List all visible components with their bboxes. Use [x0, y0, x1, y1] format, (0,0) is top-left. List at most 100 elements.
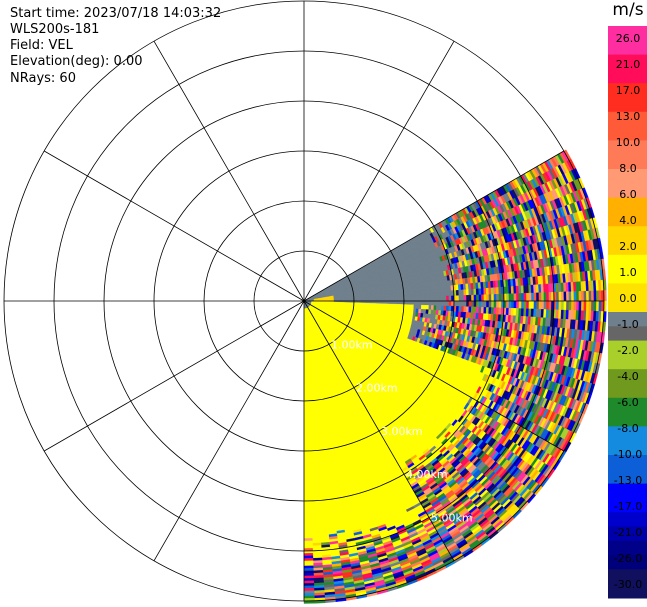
velocity-cell: [408, 304, 412, 309]
velocity-cell: [533, 300, 537, 310]
velocity-cell: [538, 292, 542, 302]
velocity-cell: [406, 293, 410, 298]
velocity-cell: [408, 300, 412, 306]
velocity-cell: [416, 296, 420, 302]
velocity-cell: [511, 300, 515, 309]
velocity-cell: [581, 300, 585, 312]
velocity-cell: [413, 300, 417, 306]
velocity-cell: [563, 291, 567, 302]
velocity-cell: [468, 295, 472, 302]
velocity-cell: [423, 300, 427, 306]
velocity-cell: [411, 300, 415, 305]
velocity-cell: [466, 300, 470, 308]
velocity-cell: [506, 300, 510, 309]
velocity-cell: [441, 295, 445, 302]
velocity-cell: [443, 305, 447, 312]
velocity-cell: [430, 305, 435, 311]
velocity-cell: [513, 293, 517, 302]
velocity-cell: [531, 292, 535, 302]
velocity-cell: [393, 294, 397, 299]
velocity-cell: [391, 297, 395, 302]
velocity-cell: [513, 300, 517, 309]
velocity-cell: [566, 291, 570, 302]
velocity-cell: [431, 296, 435, 302]
velocity-cell: [558, 291, 562, 302]
velocity-cell: [593, 290, 597, 302]
velocity-cell: [415, 292, 420, 298]
velocity-cell: [473, 300, 477, 308]
velocity-cell: [496, 293, 500, 302]
velocity-cells: [303, 149, 607, 604]
velocity-cell: [383, 300, 387, 305]
velocity-cell: [561, 291, 565, 302]
velocity-cell: [386, 303, 390, 308]
velocity-cell: [481, 294, 485, 302]
velocity-cell: [443, 290, 447, 297]
velocity-cell: [568, 300, 572, 311]
velocity-cell: [368, 296, 372, 299]
velocity-cell: [528, 300, 532, 310]
velocity-cell: [433, 305, 437, 311]
velocity-cell: [388, 303, 392, 308]
velocity-cell: [508, 293, 512, 302]
velocity-cell: [420, 292, 425, 298]
velocity-cell: [528, 292, 532, 302]
velocity-cell: [406, 300, 410, 305]
velocity-cell: [418, 300, 422, 306]
velocity-cell: [396, 297, 400, 302]
velocity-cell: [371, 303, 375, 307]
velocity-cell: [591, 290, 595, 302]
velocity-cell: [366, 296, 370, 300]
velocity-cell: [541, 292, 545, 302]
velocity-cell: [491, 300, 495, 308]
velocity-cell: [383, 297, 387, 302]
velocity-cell: [596, 290, 600, 302]
velocity-cell: [471, 300, 475, 308]
velocity-cell: [426, 300, 430, 306]
velocity-cell: [593, 300, 597, 312]
velocity-cell: [431, 300, 435, 306]
velocity-cell: [388, 294, 392, 299]
velocity-cell: [393, 297, 397, 302]
velocity-cell: [438, 295, 442, 302]
velocity-cell: [456, 295, 460, 302]
velocity-cell: [438, 300, 442, 307]
velocity-cell: [370, 305, 375, 309]
velocity-cell: [576, 291, 580, 302]
velocity-cell: [388, 297, 392, 302]
velocity-cell: [435, 291, 440, 297]
velocity-cell: [398, 297, 402, 302]
velocity-cell: [421, 300, 425, 306]
velocity-cell: [576, 300, 580, 311]
velocity-cell: [583, 290, 587, 302]
velocity-cell: [588, 300, 592, 312]
velocity-cell: [573, 300, 577, 311]
velocity-cell: [446, 295, 450, 302]
velocity-cell: [410, 304, 415, 309]
velocity-cell: [365, 293, 370, 297]
velocity-cell: [526, 300, 530, 310]
velocity-cell: [466, 294, 470, 302]
velocity-cell: [586, 290, 590, 302]
velocity-cell: [406, 304, 410, 309]
velocity-cell: [436, 300, 440, 306]
velocity-cell: [546, 300, 550, 310]
velocity-cell: [358, 296, 362, 300]
velocity-cell: [543, 300, 547, 310]
velocity-cell: [438, 291, 442, 297]
velocity-cell: [425, 305, 430, 310]
velocity-cell: [408, 293, 412, 298]
velocity-cell: [458, 300, 462, 307]
velocity-cell: [373, 295, 377, 299]
velocity-cell: [376, 303, 380, 307]
velocity-cell: [433, 300, 437, 306]
velocity-cell: [428, 296, 432, 302]
velocity-cell: [548, 300, 552, 310]
velocity-cell: [428, 305, 432, 311]
velocity-cell: [411, 297, 415, 302]
velocity-cell: [373, 293, 377, 297]
velocity-cell: [448, 300, 452, 307]
velocity-cell: [396, 300, 400, 305]
velocity-cell: [498, 300, 502, 309]
